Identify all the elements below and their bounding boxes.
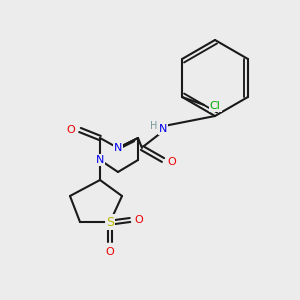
Text: O: O [168,157,176,167]
Text: O: O [67,125,75,135]
Text: O: O [135,215,143,225]
Text: N: N [159,124,167,134]
Text: S: S [106,215,114,229]
Text: H: H [150,121,158,131]
Text: Cl: Cl [210,101,220,111]
Text: N: N [96,155,104,165]
Text: N: N [114,143,122,153]
Text: O: O [106,247,114,257]
